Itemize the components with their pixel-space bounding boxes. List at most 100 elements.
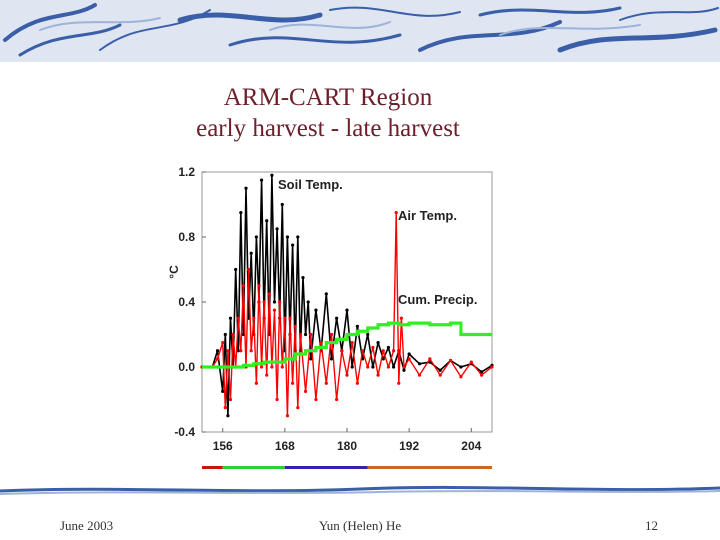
series-soil-temp-point xyxy=(366,332,370,337)
series-soil-temp-point xyxy=(236,349,240,353)
series-air-temp-point xyxy=(215,357,220,361)
annotation-cum-precip: Cum. Precip. xyxy=(398,292,477,307)
series-soil-temp-point xyxy=(241,332,246,337)
series-soil-temp-point xyxy=(350,365,354,369)
series-air-temp-point xyxy=(221,341,225,345)
y-tick-label: 1.2 xyxy=(178,165,195,179)
series-air-temp-point xyxy=(228,397,233,402)
series-air-temp-point xyxy=(459,375,463,379)
y-tick-label: 0.0 xyxy=(178,360,195,374)
series-air-temp-point xyxy=(350,341,354,345)
series-soil-temp-point xyxy=(459,365,463,369)
period-bar-segment xyxy=(222,466,285,469)
series-soil-temp-point xyxy=(309,357,313,361)
series-air-temp-point xyxy=(288,316,292,320)
series-air-temp-point xyxy=(270,365,274,369)
series-air-temp-point xyxy=(314,397,318,402)
series-soil-temp-point xyxy=(480,370,484,374)
series-air-temp-point xyxy=(329,332,334,337)
title-line-1: ARM-CART Region xyxy=(223,84,433,111)
series-soil-temp-point xyxy=(438,368,442,372)
series-air-temp-point xyxy=(428,357,432,361)
series-soil-temp-point xyxy=(249,251,253,255)
series-air-temp-point xyxy=(241,284,246,288)
series-soil-temp-point xyxy=(291,243,295,247)
series-air-temp-point xyxy=(280,365,284,369)
series-air-temp-point xyxy=(272,308,277,312)
series-soil-temp-point xyxy=(402,368,406,372)
series-soil-temp-point xyxy=(270,173,274,177)
series-soil-temp-point xyxy=(223,332,227,337)
series-air-temp-point xyxy=(275,397,279,402)
series-air-temp-point xyxy=(247,267,251,272)
annotation-air-temp: Air Temp. xyxy=(398,208,457,223)
series-soil-temp-point xyxy=(314,308,318,312)
series-air-temp-point xyxy=(417,373,422,377)
series-air-temp-point xyxy=(298,332,302,337)
bottom-wave-line xyxy=(0,485,720,493)
series-air-temp-point xyxy=(257,284,261,288)
footer-date: June 2003 xyxy=(60,518,114,533)
series-air-temp-point xyxy=(376,373,380,377)
series-soil-temp-point xyxy=(265,219,269,223)
series-air-temp-point xyxy=(490,365,494,369)
y-tick-label: -0.4 xyxy=(174,425,195,439)
series-soil-temp-point xyxy=(417,362,422,366)
series-air-temp-point xyxy=(319,341,323,345)
series-soil-temp-point xyxy=(259,178,264,182)
series-air-temp-point xyxy=(340,349,344,353)
annotation-soil-temp: Soil Temp. xyxy=(278,177,343,192)
y-tick-label: 0.8 xyxy=(178,230,195,244)
series-air-temp-point xyxy=(267,292,271,296)
series-soil-temp-point xyxy=(407,352,411,356)
y-axis-label: °C xyxy=(167,265,181,279)
series-air-temp-point xyxy=(303,389,308,393)
series-soil-temp-point xyxy=(301,276,305,280)
series-air-temp-point xyxy=(249,349,253,353)
y-tick-label: 0.4 xyxy=(178,295,195,309)
temperature-chart: 1.2 0.8 0.4 0.0 -0.4 156 168 180 192 204 °C Soil… xyxy=(167,165,494,469)
series-soil-temp-point xyxy=(345,308,349,312)
series-air-temp-point xyxy=(399,316,403,320)
series-soil-temp-point xyxy=(239,211,243,215)
period-bar-segment xyxy=(367,466,492,469)
series-air-temp-point xyxy=(381,349,385,353)
series-air-temp-point xyxy=(254,381,258,385)
series-air-temp-point xyxy=(394,211,398,215)
series-air-temp-point xyxy=(366,365,370,369)
series-air-temp-point xyxy=(223,406,227,410)
bottom-wave-line-light xyxy=(0,490,720,495)
series-air-temp-point xyxy=(392,349,396,353)
series-air-temp-point xyxy=(283,316,287,320)
series-soil-temp-point xyxy=(376,341,380,345)
series-soil-temp-point xyxy=(215,349,220,353)
series-air-temp-point xyxy=(285,414,290,418)
series-air-temp-point xyxy=(360,349,365,353)
series-air-temp-point xyxy=(231,332,235,337)
footer-page-number: 12 xyxy=(645,518,658,533)
period-bar-segment xyxy=(202,466,223,469)
series-air-temp-point xyxy=(296,406,300,410)
series-air-temp-point xyxy=(407,357,411,361)
series-air-temp-point xyxy=(278,300,282,304)
series-air-temp-point xyxy=(324,381,328,385)
series-cum-precip-line xyxy=(202,321,492,369)
series-soil-temp-point xyxy=(244,186,248,190)
series-air-temp-point xyxy=(265,373,269,377)
x-tick-label: 168 xyxy=(275,439,295,453)
x-tick-label: 180 xyxy=(337,439,357,453)
series-soil-temp-point xyxy=(371,365,375,369)
series-air-temp-point xyxy=(335,397,339,402)
footer-author: Yun (Helen) He xyxy=(318,518,402,533)
banner-light-swooshes xyxy=(39,17,641,36)
series-air-temp-point xyxy=(402,365,406,369)
slide-title: ARM-CART Region early harvest - late har… xyxy=(0,82,656,144)
series-air-temp-point xyxy=(293,324,297,328)
series-soil-temp-point xyxy=(234,267,238,272)
series-air-temp-point xyxy=(239,349,243,353)
series-soil-temp-point xyxy=(303,332,308,337)
series-air-temp-point xyxy=(226,349,230,353)
series-soil-temp-point xyxy=(228,316,233,320)
period-bar-segment xyxy=(284,466,368,469)
series-air-temp-point xyxy=(397,381,401,385)
